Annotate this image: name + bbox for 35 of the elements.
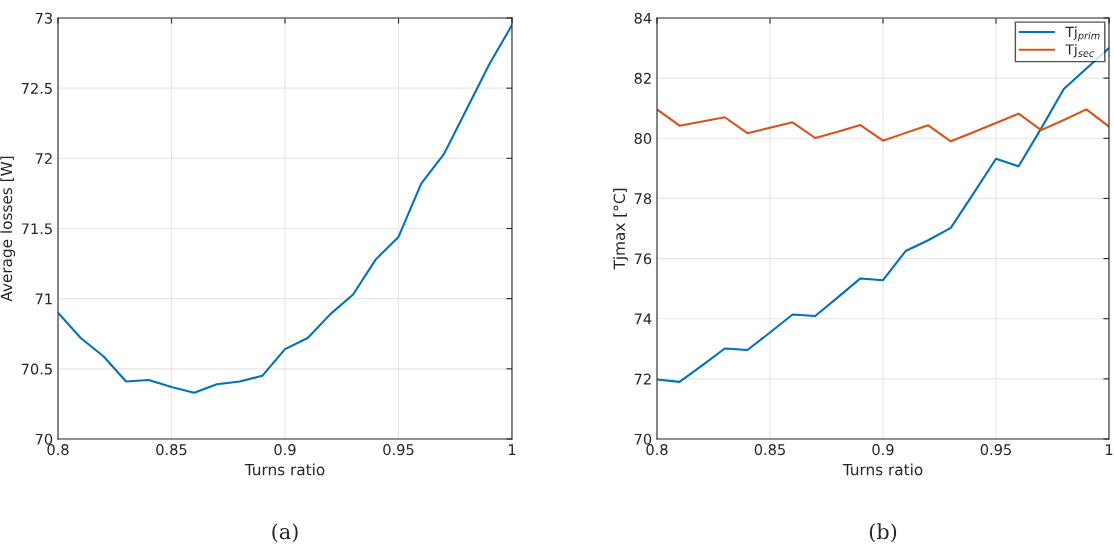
x-tick-label: 0.8 <box>47 444 69 456</box>
x-tick-label: 0.9 <box>274 444 296 456</box>
y-tick-label: 78 <box>634 193 652 205</box>
y-tick-label: 72.5 <box>21 82 52 94</box>
y-tick-label: 73 <box>35 12 52 24</box>
x-axis-title: Turns ratio <box>842 463 923 476</box>
y-tick-label: 70 <box>634 433 652 445</box>
line-series <box>58 23 512 394</box>
x-tick-label: 0.95 <box>383 444 414 456</box>
x-tick-label: 0.85 <box>156 444 187 456</box>
x-tick-label: 1 <box>1105 444 1113 455</box>
x-tick-label: 0.95 <box>980 444 1011 456</box>
y-tick-label: 70 <box>35 433 53 445</box>
y-tick-label: 76 <box>634 253 652 265</box>
legend-label: Tj$_{prim}$ <box>1065 26 1100 42</box>
y-tick-label: 84 <box>634 12 652 24</box>
x-tick-label: 1 <box>508 444 516 455</box>
x-tick-label: 0.9 <box>872 444 894 456</box>
y-tick-label: 72 <box>35 153 52 164</box>
y-tick-label: 71 <box>35 293 52 305</box>
y-tick-label: 71.5 <box>21 223 52 235</box>
x-tick-label: 0.8 <box>646 444 668 456</box>
y-tick-label: 74 <box>634 313 652 325</box>
y-tick-label: 82 <box>634 72 651 84</box>
y-axis-title: Average losses [W] <box>0 156 16 302</box>
y-tick-label: 72 <box>634 373 651 385</box>
x-tick-label: 0.85 <box>754 444 785 456</box>
y-tick-label: 70.5 <box>21 363 52 375</box>
text: (b) <box>869 523 897 543</box>
legend-label: Tj$_{sec}$ <box>1065 43 1095 58</box>
line-series <box>657 108 1109 143</box>
text: (a) <box>272 523 298 543</box>
x-axis-title: Turns ratio <box>244 463 325 476</box>
y-tick-label: 80 <box>634 133 652 145</box>
y-axis-title: Tjmax [°C] <box>613 188 629 270</box>
